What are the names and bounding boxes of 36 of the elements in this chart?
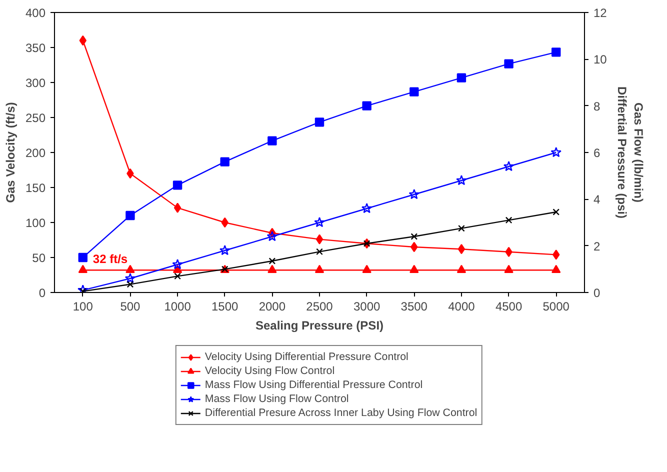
y-tick-label: 100 xyxy=(25,216,46,230)
y2-tick-label: 6 xyxy=(594,146,600,160)
y-tick-label: 0 xyxy=(38,286,46,300)
x-tick-label: 3500 xyxy=(400,300,428,314)
y-tick-label: 400 xyxy=(25,6,46,20)
y2-tick-label: 2 xyxy=(594,239,600,254)
y2-tick-label: 0 xyxy=(594,286,600,300)
x-tick-label: 1500 xyxy=(212,300,239,314)
x-tick-label: 4000 xyxy=(448,300,476,314)
legend-label: Velocity Using Flow Control xyxy=(204,364,335,378)
legend-label: Differential Presure Across Inner Laby Using Flow Control xyxy=(204,406,478,420)
y2-tick-label: 8 xyxy=(594,99,600,114)
legend-label: Mass Flow Using Flow Control xyxy=(204,392,349,406)
y-tick-label: 250 xyxy=(25,111,46,125)
legend-label: Mass Flow Using Differential Pressure Control xyxy=(204,378,423,392)
x-axis-title: Sealing Pressure (PSI) xyxy=(255,318,384,332)
x-tick-label: 100 xyxy=(72,300,94,314)
y2-tick-label: 4 xyxy=(594,192,600,207)
annotation: 32 ft/s xyxy=(92,252,128,266)
x-tick-label: 5000 xyxy=(542,300,570,314)
x-tick-label: 3000 xyxy=(353,300,380,314)
y-tick-label: 300 xyxy=(25,76,46,90)
x-tick-label: 500 xyxy=(120,300,141,314)
x-tick-label: 2500 xyxy=(306,300,334,314)
y2-tick-label: 10 xyxy=(594,52,608,67)
legend-label: Velocity Using Differential Pressure Control xyxy=(204,350,408,364)
y-axis-title: Gas Velocity (ft/s) xyxy=(3,102,18,203)
y-tick-label: 350 xyxy=(25,41,46,55)
y2-tick-label: 12 xyxy=(594,6,608,20)
y-tick-label: 200 xyxy=(25,146,46,160)
x-tick-label: 1000 xyxy=(164,300,192,314)
y-tick-label: 150 xyxy=(25,181,46,195)
x-tick-label: 4500 xyxy=(495,300,522,314)
y-tick-label: 50 xyxy=(32,251,46,265)
x-tick-label: 2000 xyxy=(258,300,286,314)
y2-axis-title: Gas Flow (lb/min) Differtial Pressure (psi) xyxy=(614,86,646,219)
